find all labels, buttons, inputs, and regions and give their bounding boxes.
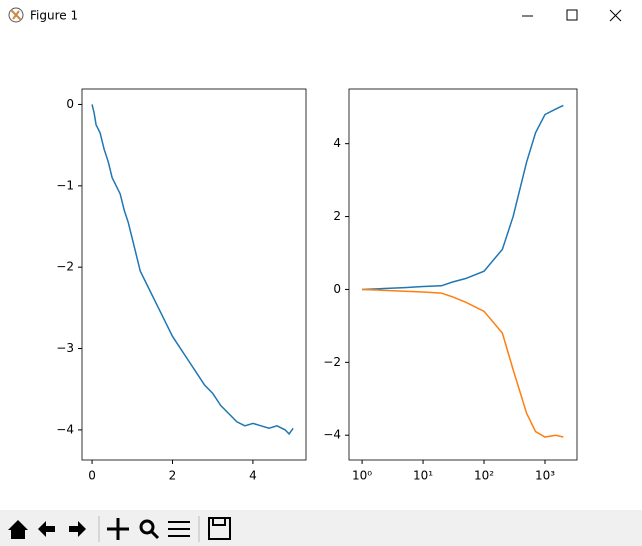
y-tick-label: 0: [66, 97, 74, 111]
zoom-button[interactable]: [139, 519, 155, 535]
axes-frame: [348, 88, 578, 461]
x-tick-label: 4: [249, 469, 257, 483]
zoom-handle: [149, 529, 160, 540]
axes-frame: [81, 88, 307, 461]
pan-button[interactable]: [107, 518, 129, 540]
x-tick-label: 10³: [535, 469, 555, 483]
y-tick-label: −4: [56, 422, 74, 436]
home-button[interactable]: [8, 520, 28, 539]
configure-button[interactable]: [168, 521, 190, 537]
close-button[interactable]: [609, 9, 622, 22]
forward-button[interactable]: [69, 521, 86, 537]
x-tick-label: 10²: [474, 469, 494, 483]
y-tick-label: −3: [56, 341, 74, 355]
y-tick-label: −4: [323, 428, 341, 442]
x-tick-label: 2: [169, 469, 177, 483]
y-tick-label: 0: [333, 282, 341, 296]
y-tick-label: 4: [333, 136, 341, 150]
back-button[interactable]: [38, 521, 55, 537]
y-tick-label: −2: [323, 355, 341, 369]
x-tick-label: 10⁰: [352, 469, 372, 483]
y-tick-label: −2: [56, 260, 74, 274]
app-icon-mark: [10, 9, 22, 21]
series-line: [362, 288, 564, 438]
window-title: Figure 1: [30, 9, 78, 23]
series-line: [362, 104, 564, 291]
x-tick-label: 10¹: [413, 469, 433, 483]
x-tick-label: 0: [88, 469, 96, 483]
y-tick-label: −1: [56, 178, 74, 192]
title-bar: [0, 0, 642, 32]
maximize-button[interactable]: [566, 9, 578, 21]
save-icon-detail: [212, 517, 226, 526]
y-tick-label: 2: [333, 209, 341, 223]
series-line: [91, 104, 294, 436]
